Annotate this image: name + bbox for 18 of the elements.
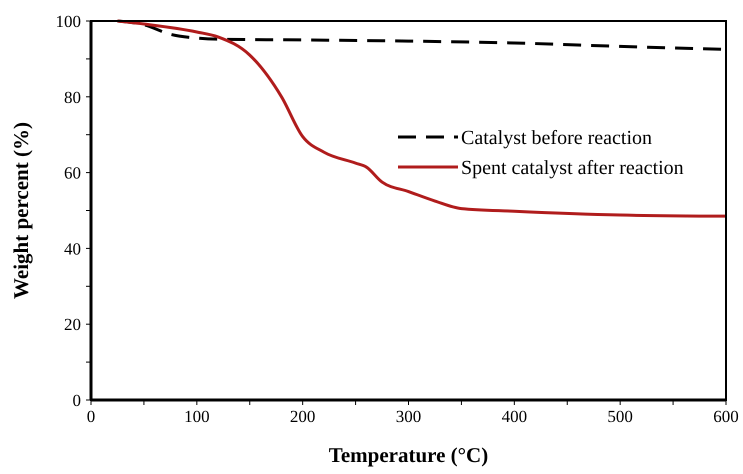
x-tick-label: 0 (86, 407, 96, 426)
y-tick-label: 40 (64, 239, 81, 258)
legend-label: Catalyst before reaction (461, 127, 652, 149)
y-tick-label: 80 (64, 88, 81, 107)
x-axis-title: Temperature (°C) (328, 443, 488, 467)
y-tick-label: 60 (64, 164, 81, 183)
y-tick-label: 100 (56, 12, 81, 31)
x-tick-label: 600 (713, 407, 739, 426)
line-series (116, 20, 728, 218)
x-tick-label: 300 (396, 407, 422, 426)
x-tick-label: 200 (290, 407, 316, 426)
x-tick-label: 500 (607, 407, 633, 426)
x-tick-label: 100 (184, 407, 210, 426)
y-tick-label: 0 (72, 391, 81, 410)
y-tick-label: 20 (64, 315, 81, 334)
x-tick-label: 400 (502, 407, 528, 426)
y-axis-title: Weight percent (%) (9, 122, 33, 299)
legend-label: Spent catalyst after reaction (461, 157, 684, 179)
